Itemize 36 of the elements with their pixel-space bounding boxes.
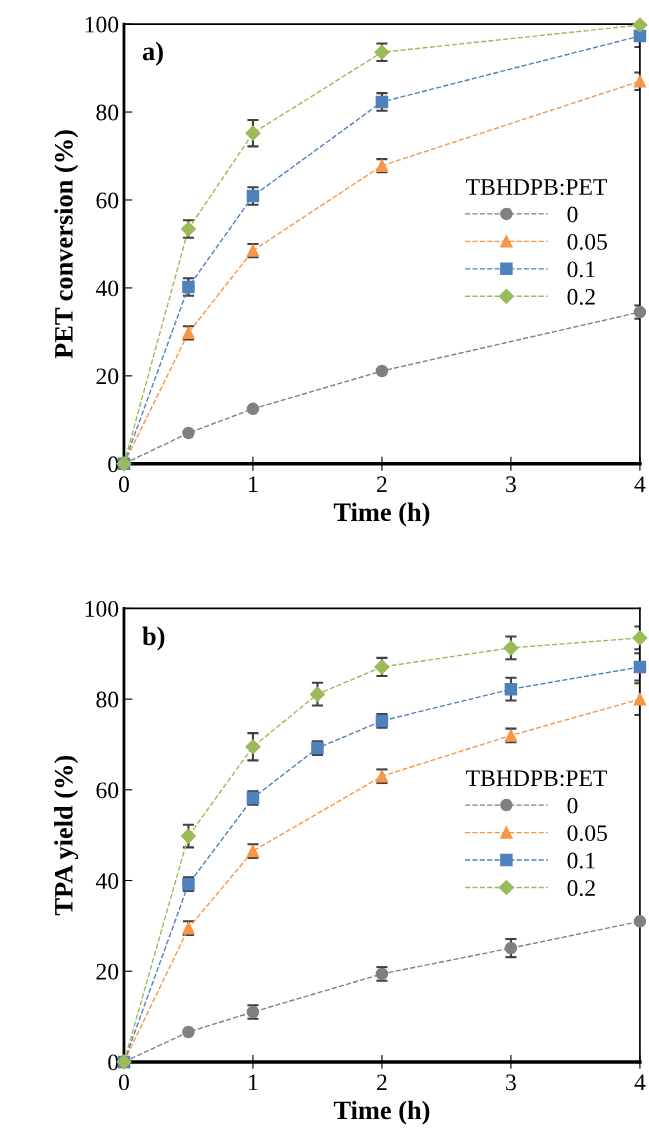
y-tick-label: 20 xyxy=(96,963,119,980)
x-tick-label: 3 xyxy=(506,476,516,493)
y-tick-label: 20 xyxy=(96,368,119,385)
y-tick-label: 0 xyxy=(108,456,119,473)
legend-title: TBHDPB:PET xyxy=(466,770,607,787)
legend-label: 0.2 xyxy=(567,288,595,305)
y-tick-label: 100 xyxy=(85,600,119,617)
x-tick-label: 2 xyxy=(377,476,387,492)
x-tick-label: 1 xyxy=(249,1074,258,1091)
y-axis-title: TPA yield (%) xyxy=(54,755,79,916)
y-tick-label: 80 xyxy=(96,691,119,708)
x-tick-label: 2 xyxy=(377,1074,387,1091)
y-axis-title: PET conversion (%) xyxy=(54,130,79,359)
y-tick-label: 60 xyxy=(96,782,119,799)
legend-label: 0.1 xyxy=(567,261,595,278)
legend-label: 0 xyxy=(567,797,578,814)
legend-label: 0.2 xyxy=(567,880,595,897)
y-tick-label: 0 xyxy=(108,1054,119,1071)
legend-label: 0.05 xyxy=(567,825,607,842)
legend-label: 0 xyxy=(567,206,578,223)
x-axis-title: Time (h) xyxy=(333,502,430,527)
y-tick-label: 80 xyxy=(96,104,119,121)
legend-title: TBHDPB:PET xyxy=(466,179,607,196)
x-tick-label: 3 xyxy=(506,1074,516,1091)
y-tick-label: 40 xyxy=(95,280,119,297)
x-tick-label: 1 xyxy=(249,476,258,492)
x-tick-label: 4 xyxy=(634,1074,646,1091)
y-tick-label: 100 xyxy=(85,16,119,33)
x-tick-label: 4 xyxy=(634,476,646,492)
annotation: b) xyxy=(142,626,165,651)
annotation: a) xyxy=(142,41,163,66)
y-tick-label: 40 xyxy=(95,873,119,889)
y-tick-label: 60 xyxy=(96,192,119,209)
legend-label: 0.05 xyxy=(567,233,607,250)
x-axis-title: Time (h) xyxy=(333,1100,430,1125)
legend-label: 0.1 xyxy=(567,852,595,869)
